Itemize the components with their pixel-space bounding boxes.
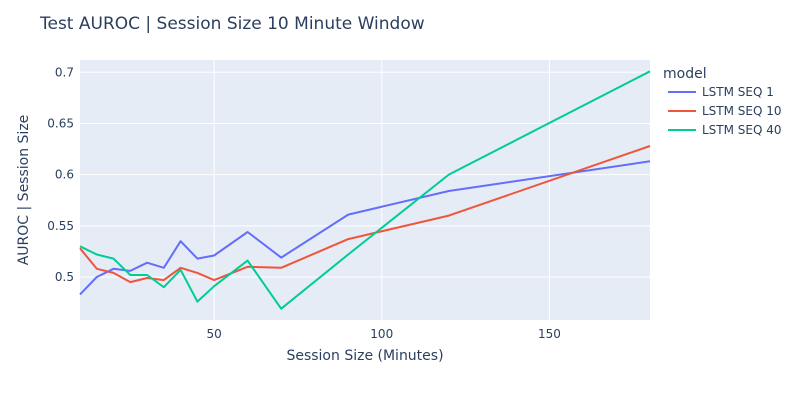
y-tick-label: 0.5: [55, 270, 74, 284]
legend[interactable]: model LSTM SEQ 1 LSTM SEQ 10 LSTM SEQ 40: [663, 66, 782, 137]
legend-label: LSTM SEQ 40: [702, 123, 782, 137]
y-tick-label: 0.7: [55, 65, 74, 79]
legend-title: model: [663, 66, 707, 82]
chart-title: Test AUROC | Session Size 10 Minute Wind…: [39, 14, 425, 34]
legend-label: LSTM SEQ 1: [702, 85, 774, 99]
legend-items: LSTM SEQ 1 LSTM SEQ 10 LSTM SEQ 40: [668, 85, 782, 137]
y-axis-label: AUROC | Session Size: [16, 115, 32, 266]
series-line-lstm-seq-1: [79, 160, 651, 296]
plot-background: [80, 60, 650, 320]
series-line-lstm-seq-40: [79, 70, 651, 310]
y-tick-label: 0.55: [47, 219, 74, 233]
x-axis-label: Session Size (Minutes): [286, 348, 443, 364]
y-tick-label: 0.65: [47, 116, 74, 130]
series-line-lstm-seq-10: [79, 145, 651, 284]
x-tick-labels: 50 100 150: [206, 327, 560, 341]
x-tick-label: 100: [370, 327, 393, 341]
legend-item[interactable]: LSTM SEQ 1: [668, 85, 774, 99]
y-tick-labels: 0.5 0.55 0.6 0.65 0.7: [47, 65, 74, 284]
y-tick-label: 0.6: [55, 168, 74, 182]
legend-item[interactable]: LSTM SEQ 10: [668, 104, 782, 118]
series-lines: [79, 70, 651, 310]
x-tick-label: 50: [206, 327, 221, 341]
legend-item[interactable]: LSTM SEQ 40: [668, 123, 782, 137]
x-tick-label: 150: [538, 327, 561, 341]
legend-label: LSTM SEQ 10: [702, 104, 782, 118]
